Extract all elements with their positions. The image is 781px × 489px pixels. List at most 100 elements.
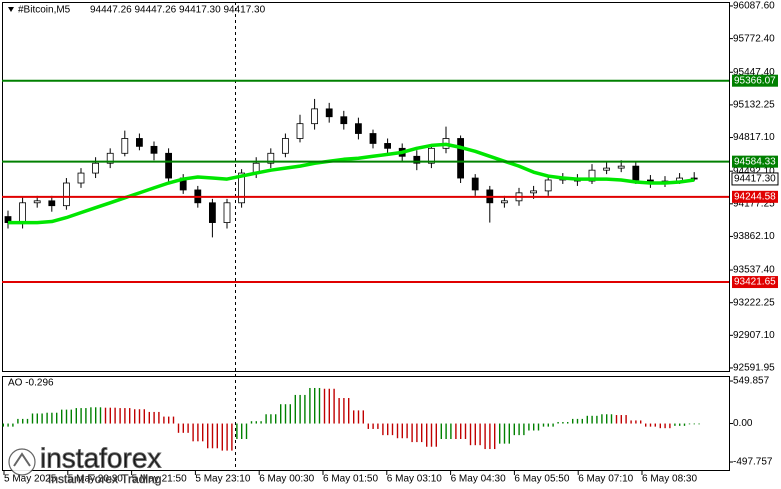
oscillator-bar: [513, 423, 515, 436]
candle-body: [267, 152, 275, 164]
oscillator-bar: [99, 407, 102, 424]
candle-body: [150, 145, 158, 154]
oscillator-bar: [401, 423, 403, 439]
y-tick-label: 549.857: [733, 376, 770, 387]
oscillator-bar: [396, 423, 399, 439]
candle-body: [690, 177, 698, 180]
oscillator-bar: [406, 423, 408, 439]
oscillator-bar: [654, 423, 656, 427]
x-tick-label: 6 May 00:30: [259, 474, 314, 485]
level-label: 95366.07: [734, 75, 776, 86]
candle-body: [369, 133, 377, 144]
oscillator-bar: [338, 398, 340, 424]
chart-title: #Bitcoin,M5: [18, 5, 71, 16]
oscillator-bar: [124, 408, 126, 424]
oscillator-bar: [683, 423, 686, 426]
y-tick-label: 94177.25: [733, 198, 775, 209]
oscillator-bar: [421, 423, 423, 443]
oscillator-bar: [533, 423, 535, 431]
y-tick-label: 95772.40: [733, 33, 775, 44]
oscillator-bar: [61, 409, 63, 424]
candle-body: [325, 108, 333, 118]
oscillator-bar: [51, 412, 53, 424]
oscillator-bar: [674, 423, 676, 426]
level-label-box: [732, 74, 778, 87]
oscillator-bar: [606, 414, 608, 424]
candle-body: [588, 169, 596, 182]
oscillator-bar: [104, 407, 107, 424]
x-tick-label: 6 May 08:30: [642, 474, 697, 485]
oscillator-bar: [576, 418, 579, 424]
oscillator-bar: [17, 418, 19, 424]
x-tick-label: 6 May 03:10: [387, 474, 442, 485]
oscillator-bar: [323, 388, 326, 424]
oscillator-bar: [250, 421, 253, 424]
oscillator-bar: [430, 423, 433, 447]
oscillator-bar: [197, 423, 199, 442]
y-tick-label: 96087.60: [733, 1, 775, 12]
y-tick-label: 93862.10: [733, 231, 775, 242]
oscillator-bar: [440, 423, 442, 439]
oscillator-bar: [362, 410, 364, 424]
level-label: 93421.65: [734, 277, 776, 288]
oscillator-bar: [625, 415, 627, 424]
oscillator-bar: [537, 423, 540, 431]
oscillator-bar: [357, 410, 360, 424]
oscillator-bar: [377, 423, 379, 429]
level-label: 94584.33: [734, 156, 776, 167]
price-pane: [2, 2, 730, 372]
candle-body: [311, 108, 319, 125]
oscillator-bar: [698, 423, 700, 425]
x-tick-label: 5 May 20:30: [68, 474, 123, 485]
last-price-label: 94417.30: [734, 174, 776, 185]
oscillator-bar: [255, 421, 257, 424]
oscillator-bar: [518, 423, 520, 436]
oscillator-bar: [143, 409, 145, 424]
oscillator-bar: [484, 423, 486, 450]
oscillator-bar: [12, 423, 14, 427]
moving-average: [8, 142, 695, 225]
oscillator-bar: [129, 408, 131, 424]
oscillator-bar: [333, 388, 335, 424]
candle-body: [413, 155, 421, 164]
oscillator-bar: [31, 413, 34, 424]
level-label: 94244.58: [734, 191, 776, 202]
oscillator-bar: [158, 411, 160, 424]
candle-body: [63, 182, 70, 207]
watermark-logo: [8, 448, 36, 476]
oscillator-bar: [620, 415, 622, 424]
level-label-box: [732, 190, 778, 203]
candle-body: [208, 202, 216, 223]
y-tick-label: 92591.95: [733, 363, 775, 374]
x-tick-label: 6 May 04:30: [451, 474, 506, 485]
candle-body: [427, 147, 435, 164]
watermark-tagline: Instant Forex Trading: [48, 472, 161, 486]
oscillator-bar: [65, 409, 68, 424]
oscillator-bar: [586, 415, 588, 424]
oscillator-bar: [640, 420, 642, 424]
x-tick-label: 5 May 21:50: [132, 474, 187, 485]
oscillator-bar: [348, 398, 350, 424]
oscillator-bar: [192, 423, 194, 442]
oscillator-bar: [314, 387, 316, 424]
y-tick-label: 95447.40: [733, 67, 775, 78]
oscillator-bar: [294, 394, 296, 424]
oscillator-bar: [601, 414, 603, 424]
oscillator-bar: [688, 423, 691, 425]
oscillator-bar: [474, 423, 476, 446]
oscillator-bar: [80, 408, 82, 424]
oscillator-bar: [469, 423, 472, 446]
oscillator-bar: [41, 413, 43, 424]
candle-body: [457, 138, 465, 179]
candle-body: [223, 202, 231, 223]
oscillator-bar: [464, 423, 467, 439]
oscillator-bar: [284, 404, 287, 424]
x-tick-label: 6 May 07:10: [578, 474, 633, 485]
oscillator-bar: [343, 398, 345, 424]
oscillator-bar: [138, 409, 141, 424]
candle-body: [238, 172, 246, 204]
oscillator-bar: [75, 408, 77, 424]
oscillator-bar: [693, 423, 695, 425]
y-tick-label: 95132.25: [733, 100, 775, 111]
